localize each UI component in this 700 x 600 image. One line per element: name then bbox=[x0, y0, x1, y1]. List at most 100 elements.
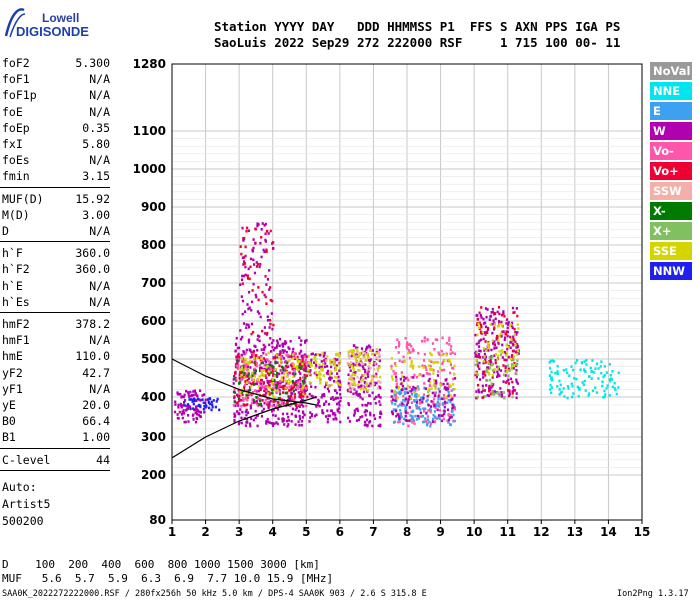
echo-point bbox=[475, 351, 478, 355]
echo-point bbox=[237, 388, 240, 392]
echo-point bbox=[191, 400, 194, 403]
echo-point bbox=[181, 416, 184, 420]
param-separator bbox=[0, 312, 110, 313]
echo-point bbox=[265, 353, 268, 356]
echo-point bbox=[335, 391, 339, 395]
echo-point bbox=[201, 394, 204, 397]
echo-point bbox=[500, 334, 503, 337]
echo-point bbox=[250, 401, 254, 405]
echo-point bbox=[356, 361, 359, 364]
echo-point bbox=[349, 369, 352, 373]
y-tick-label: 400 bbox=[141, 390, 166, 404]
echo-point bbox=[253, 358, 256, 362]
echo-point bbox=[246, 277, 250, 280]
echo-point bbox=[272, 383, 276, 387]
echo-point bbox=[245, 396, 248, 400]
echo-point bbox=[259, 378, 263, 382]
echo-point bbox=[249, 257, 253, 261]
echo-point bbox=[486, 328, 490, 331]
echo-point bbox=[492, 383, 495, 386]
echo-point bbox=[256, 338, 259, 341]
auto-line3: 500200 bbox=[2, 514, 44, 528]
echo-point bbox=[591, 389, 595, 393]
echo-point bbox=[296, 381, 300, 384]
echo-point bbox=[332, 358, 335, 362]
echo-point bbox=[302, 392, 305, 396]
echo-point bbox=[440, 349, 443, 353]
echo-point bbox=[437, 405, 440, 408]
echo-point bbox=[249, 349, 252, 352]
echo-point bbox=[391, 412, 394, 416]
echo-point bbox=[511, 392, 514, 395]
echo-point bbox=[313, 371, 316, 375]
echo-point bbox=[496, 370, 499, 374]
echo-point bbox=[476, 365, 480, 368]
echo-point bbox=[300, 423, 303, 427]
echo-point bbox=[391, 378, 394, 381]
echo-point bbox=[401, 360, 404, 364]
echo-point bbox=[394, 391, 397, 394]
echo-point bbox=[359, 357, 363, 361]
echo-point bbox=[451, 382, 455, 386]
legend-item-sse: SSE bbox=[650, 242, 692, 260]
echo-point bbox=[298, 417, 302, 421]
echo-point bbox=[617, 371, 620, 375]
echo-point bbox=[394, 396, 397, 400]
echo-point bbox=[264, 385, 267, 389]
echo-point bbox=[320, 365, 323, 369]
echo-point bbox=[362, 362, 365, 366]
echo-point bbox=[240, 370, 244, 373]
echo-point bbox=[292, 375, 295, 379]
echo-point bbox=[278, 381, 281, 385]
echo-point bbox=[301, 379, 304, 383]
echo-point bbox=[266, 371, 270, 375]
echo-point bbox=[476, 333, 479, 337]
echo-point bbox=[241, 274, 244, 278]
echo-point bbox=[396, 413, 399, 416]
echo-point bbox=[299, 349, 303, 353]
echo-point bbox=[356, 349, 359, 353]
echo-point bbox=[177, 417, 180, 420]
echo-point bbox=[236, 364, 240, 368]
echo-point bbox=[347, 373, 350, 377]
echo-point bbox=[195, 412, 199, 416]
echo-point bbox=[411, 388, 414, 391]
echo-point bbox=[450, 398, 453, 402]
echo-point bbox=[301, 356, 304, 360]
echo-point bbox=[493, 354, 496, 357]
echo-point bbox=[507, 323, 510, 326]
x-tick-label: 12 bbox=[533, 525, 550, 539]
echo-point bbox=[491, 322, 494, 326]
echo-point bbox=[268, 371, 271, 375]
x-tick-label: 3 bbox=[235, 525, 243, 539]
echo-point bbox=[235, 358, 238, 361]
echo-point bbox=[500, 391, 503, 394]
echo-point bbox=[584, 370, 587, 373]
echo-point bbox=[558, 379, 561, 383]
echo-point bbox=[265, 250, 268, 253]
param-name: foEs bbox=[2, 153, 30, 168]
echo-point bbox=[372, 382, 375, 386]
echo-point bbox=[258, 339, 261, 343]
echo-point bbox=[474, 355, 477, 358]
echo-point bbox=[429, 422, 433, 426]
echo-point bbox=[297, 420, 300, 424]
echo-point bbox=[376, 358, 380, 362]
echo-point bbox=[588, 375, 591, 378]
echo-point bbox=[318, 404, 321, 408]
echo-point bbox=[339, 383, 342, 387]
echo-point bbox=[507, 355, 510, 359]
echo-point bbox=[188, 405, 192, 409]
echo-point bbox=[356, 376, 359, 379]
echo-point bbox=[279, 350, 282, 353]
echo-point bbox=[491, 339, 494, 342]
echo-point bbox=[439, 382, 442, 385]
echo-point bbox=[508, 389, 511, 393]
echo-point bbox=[303, 413, 306, 417]
echo-point bbox=[276, 355, 279, 359]
echo-point bbox=[296, 385, 299, 388]
profile-curve bbox=[171, 358, 317, 406]
echo-point bbox=[377, 393, 380, 397]
echo-point bbox=[243, 362, 246, 366]
echo-point bbox=[245, 364, 248, 367]
